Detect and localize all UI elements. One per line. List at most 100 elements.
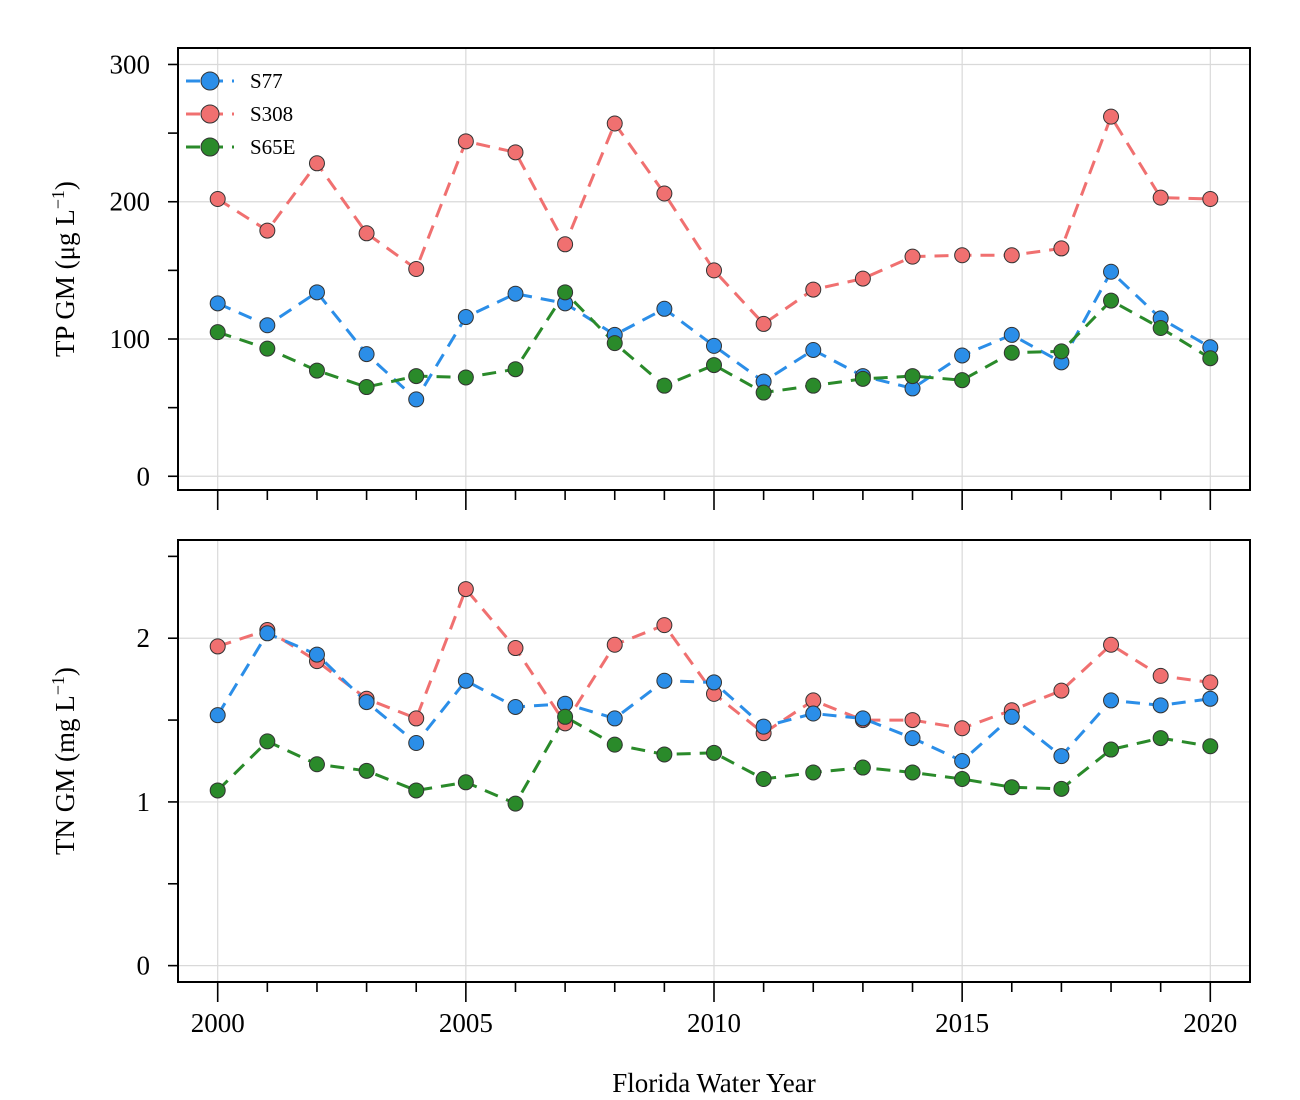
x-tick-label: 2015: [935, 1008, 989, 1038]
data-point-s77: [1152, 697, 1169, 714]
data-point-s65e: [854, 370, 871, 387]
series-line-s65e: [216, 714, 1211, 806]
data-point-s65e: [209, 324, 226, 341]
data-point-s77: [1202, 690, 1219, 707]
data-point-s65e: [1152, 730, 1169, 747]
data-point-s77: [308, 284, 325, 301]
data-point-s77: [308, 646, 325, 663]
data-point-s308: [904, 248, 921, 265]
series-line-s77: [217, 269, 1212, 402]
data-point-s65e: [1053, 780, 1070, 797]
data-point-s65e: [308, 756, 325, 773]
data-point-s77: [854, 710, 871, 727]
data-point-s65e: [457, 369, 474, 386]
data-point-s308: [507, 640, 524, 657]
data-point-s65e: [954, 372, 971, 389]
data-point-s65e: [755, 384, 772, 401]
x-tick-label: 2005: [439, 1008, 493, 1038]
data-point-s65e: [606, 736, 623, 753]
data-point-s77: [755, 718, 772, 735]
data-point-s65e: [358, 379, 375, 396]
data-point-s77: [1103, 692, 1120, 709]
data-point-s65e: [408, 368, 425, 385]
data-point-s308: [457, 133, 474, 150]
data-point-s65e: [259, 733, 276, 750]
data-point-s308: [606, 636, 623, 653]
data-point-s65e: [1202, 350, 1219, 367]
data-point-s65e: [1003, 779, 1020, 796]
data-point-s308: [706, 262, 722, 279]
data-point-s77: [606, 710, 623, 727]
y-tick-label: 0: [137, 951, 151, 981]
y-tick-label: 100: [110, 324, 151, 354]
data-point-s65e: [904, 764, 921, 781]
data-point-s308: [1103, 108, 1120, 125]
data-point-s308: [854, 270, 871, 287]
legend-marker-s77: [200, 71, 220, 91]
data-point-s65e: [805, 377, 822, 394]
y-tick-label: 300: [110, 49, 151, 79]
tp-panel: 0 100 200 300 TP GM (μg L−1) S77 S308 S65E: [48, 47, 1251, 510]
data-point-s308: [308, 155, 325, 172]
data-point-s65e: [308, 362, 325, 379]
data-point-s65e: [805, 764, 822, 781]
data-point-s65e: [606, 335, 623, 352]
data-point-s308: [1053, 240, 1070, 257]
y-axis-title: TN GM (mg L−1): [48, 667, 80, 855]
data-point-s77: [358, 694, 375, 711]
data-point-s77: [358, 346, 375, 363]
data-point-s65e: [656, 377, 673, 394]
data-point-s308: [209, 638, 226, 655]
data-point-s77: [1053, 748, 1070, 765]
data-point-s308: [954, 720, 971, 737]
x-tick-label: 2000: [191, 1008, 245, 1038]
data-point-s65e: [1003, 344, 1020, 361]
data-point-s65e: [507, 795, 524, 812]
legend-label-s77: S77: [250, 69, 283, 93]
data-point-s77: [805, 705, 822, 722]
data-point-s77: [706, 674, 722, 691]
data-point-s77: [507, 698, 524, 715]
data-point-s308: [358, 225, 375, 242]
data-point-s65e: [259, 340, 276, 357]
data-point-s77: [457, 309, 474, 326]
data-point-s308: [656, 185, 673, 202]
data-point-s65e: [854, 759, 871, 776]
data-point-s77: [656, 300, 673, 317]
data-point-s77: [259, 317, 276, 334]
data-point-s308: [1202, 190, 1219, 207]
data-point-s77: [507, 285, 524, 302]
x-tick-label: 2020: [1183, 1008, 1237, 1038]
data-point-s77: [1103, 263, 1120, 280]
y-tick-label: 2: [137, 623, 151, 653]
data-point-s77: [706, 337, 722, 354]
y-tick-label: 0: [137, 461, 151, 491]
data-point-s308: [507, 144, 524, 161]
data-point-s65e: [557, 708, 574, 725]
data-point-s308: [904, 712, 921, 729]
data-point-s308: [954, 247, 971, 264]
y-tick-label: 1: [137, 787, 151, 817]
data-point-s77: [954, 753, 971, 769]
data-point-s308: [1053, 682, 1070, 699]
data-point-s308: [408, 261, 425, 277]
data-point-s308: [408, 710, 425, 727]
data-point-s77: [1003, 708, 1020, 725]
y-axis-title: TP GM (μg L−1): [48, 181, 80, 357]
legend-label-s65e: S65E: [250, 135, 296, 159]
data-point-s77: [1003, 326, 1020, 343]
legend-label-s308: S308: [250, 102, 293, 126]
data-point-s77: [954, 347, 971, 364]
data-point-s308: [1202, 674, 1219, 691]
data-point-s308: [1152, 667, 1169, 684]
data-point-s308: [457, 581, 474, 598]
data-point-s65e: [755, 771, 772, 788]
data-point-s65e: [209, 782, 226, 799]
data-point-s65e: [656, 746, 673, 763]
data-point-s77: [408, 391, 425, 408]
data-point-s308: [259, 222, 276, 239]
data-point-s77: [408, 734, 425, 751]
data-point-s308: [656, 617, 673, 634]
data-point-s77: [457, 672, 474, 689]
